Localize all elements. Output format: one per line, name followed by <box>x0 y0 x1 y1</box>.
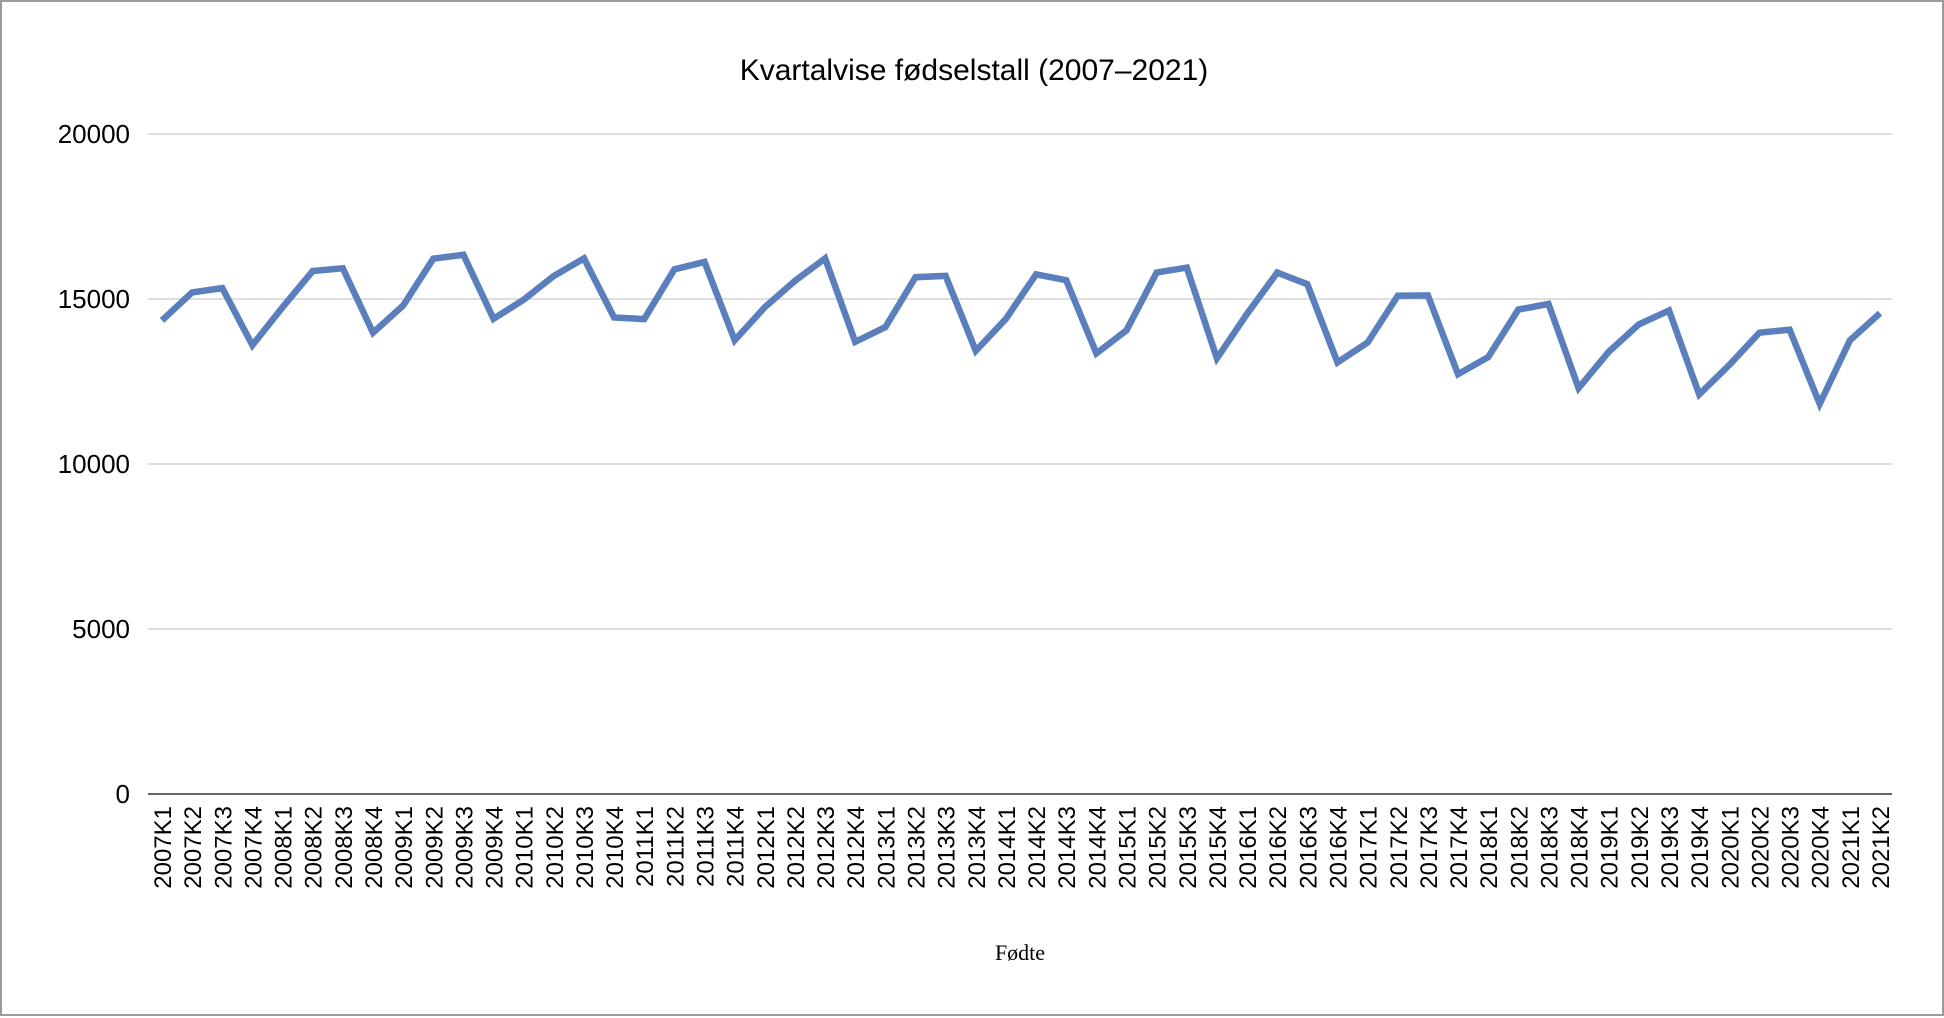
x-tick-label: 2011K3 <box>693 806 720 887</box>
x-tick-label: 2010K4 <box>602 806 629 889</box>
x-tick-label: 2016K3 <box>1295 806 1322 889</box>
x-tick-label: 2019K2 <box>1627 806 1654 889</box>
x-tick-label: 2019K4 <box>1687 806 1714 889</box>
y-tick-label: 10000 <box>58 449 130 479</box>
series-line-fodte <box>159 251 1883 412</box>
x-tick-label: 2015K2 <box>1145 806 1172 889</box>
x-tick-label: 2009K4 <box>482 806 509 889</box>
y-tick-label: 15000 <box>58 284 130 314</box>
x-tick-label: 2021K2 <box>1868 806 1895 889</box>
x-tick-label: 2017K2 <box>1386 806 1413 889</box>
x-tick-label: 2012K1 <box>753 806 780 889</box>
x-tick-label: 2013K2 <box>904 806 931 889</box>
x-tick-label: 2013K1 <box>873 806 900 889</box>
x-tick-label: 2008K2 <box>301 806 328 889</box>
legend-label: Fødte <box>995 940 1045 965</box>
x-tick-label: 2007K4 <box>240 806 267 889</box>
x-tick-label: 2014K1 <box>994 806 1021 889</box>
x-tick-label: 2020K3 <box>1778 806 1805 889</box>
x-tick-label: 2015K1 <box>1114 806 1141 889</box>
x-tick-label: 2019K1 <box>1597 806 1624 889</box>
x-tick-label: 2016K1 <box>1235 806 1262 889</box>
x-tick-label: 2012K4 <box>843 806 870 889</box>
x-tick-label: 2010K1 <box>512 806 539 889</box>
x-tick-label: 2014K2 <box>1024 806 1051 889</box>
x-tick-label: 2013K4 <box>964 806 991 889</box>
series-layer <box>159 251 1883 412</box>
x-tick-label: 2021K1 <box>1838 806 1865 889</box>
x-tick-label: 2014K3 <box>1054 806 1081 889</box>
x-tick-label: 2019K3 <box>1657 806 1684 889</box>
x-tick-label: 2007K2 <box>180 806 207 889</box>
x-tick-label: 2012K3 <box>813 806 840 889</box>
x-tick-label: 2018K1 <box>1476 806 1503 889</box>
x-tick-label: 2016K4 <box>1325 806 1352 889</box>
x-tick-label: 2007K1 <box>150 806 177 889</box>
x-tick-label: 2020K2 <box>1747 806 1774 889</box>
x-tick-label: 2007K3 <box>210 806 237 889</box>
x-axis-ticks: 2007K1 2007K2 2007K3 2007K4 2008K1 2008K2 2008… <box>150 806 1895 889</box>
gridlines <box>148 133 1892 795</box>
y-axis-ticks: 0 5000 10000 15000 20000 <box>58 119 130 809</box>
x-tick-label: 2010K3 <box>572 806 599 889</box>
x-tick-label: 2010K2 <box>542 806 569 889</box>
x-tick-label: 2020K4 <box>1808 806 1835 889</box>
x-tick-label: 2015K4 <box>1205 806 1232 889</box>
chart-title: Kvartalvise fødselstall (2007–2021) <box>740 54 1209 87</box>
y-tick-label: 5000 <box>72 614 130 644</box>
x-tick-label: 2018K3 <box>1536 806 1563 889</box>
x-tick-label: 2008K1 <box>271 806 298 889</box>
x-tick-label: 2015K3 <box>1175 806 1202 889</box>
x-tick-label: 2020K1 <box>1717 806 1744 889</box>
x-tick-label: 2008K4 <box>361 806 388 889</box>
x-tick-label: 2009K2 <box>421 806 448 889</box>
x-tick-label: 2008K3 <box>331 806 358 889</box>
y-tick-label: 0 <box>116 779 130 809</box>
y-tick-label: 20000 <box>58 119 130 149</box>
x-tick-label: 2012K2 <box>783 806 810 889</box>
x-tick-label: 2017K4 <box>1446 806 1473 889</box>
x-tick-label: 2016K2 <box>1265 806 1292 889</box>
x-tick-label: 2013K3 <box>934 806 961 889</box>
x-tick-label: 2009K3 <box>451 806 478 889</box>
x-tick-label: 2018K4 <box>1567 806 1594 889</box>
x-tick-label: 2011K1 <box>632 806 659 887</box>
x-tick-label: 2011K4 <box>723 806 750 887</box>
x-tick-label: 2017K3 <box>1416 806 1443 889</box>
x-tick-label: 2018K2 <box>1506 806 1533 889</box>
x-tick-label: 2009K1 <box>391 806 418 889</box>
x-tick-label: 2011K2 <box>662 806 689 887</box>
x-tick-label: 2017K1 <box>1356 806 1383 889</box>
x-tick-label: 2014K4 <box>1084 806 1111 889</box>
